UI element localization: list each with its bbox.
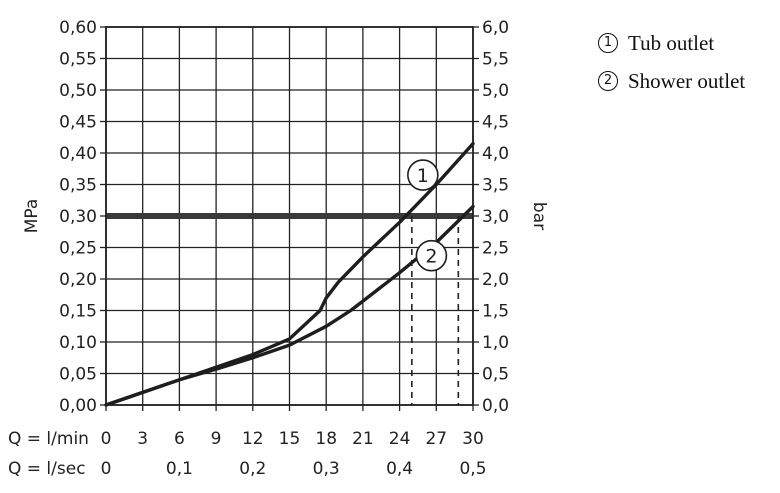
x-lmin-tick-label: 0: [101, 429, 112, 449]
x-axis-lsec-title: Q = l/sec: [8, 459, 86, 479]
legend-label: Shower outlet: [628, 68, 746, 93]
y-left-tick-label: 0,25: [59, 239, 97, 259]
x-lmin-tick-label: 6: [174, 429, 185, 449]
x-lsec-tick-label: 0: [101, 459, 112, 479]
tick-labels: 0,000,050,100,150,200,250,300,350,400,45…: [59, 18, 509, 479]
series-markers: 12: [407, 159, 448, 272]
legend-label: Tub outlet: [628, 30, 715, 55]
y-left-tick-label: 0,10: [59, 333, 97, 353]
series-marker-label: 1: [417, 165, 429, 187]
y-right-tick-label: 5,0: [482, 81, 509, 101]
y-right-tick-label: 5,5: [482, 50, 509, 70]
series-marker-label: 2: [425, 246, 437, 268]
y-right-tick-label: 0,5: [482, 365, 509, 385]
legend-item-tub-outlet: 1 Tub outlet: [598, 24, 745, 62]
x-lmin-tick-label: 21: [352, 429, 374, 449]
y-left-tick-label: 0,20: [59, 270, 97, 290]
marker-lines: [411, 216, 460, 405]
legend: 1 Tub outlet 2 Shower outlet: [598, 24, 745, 100]
y-left-tick-label: 0,40: [59, 144, 97, 164]
x-lsec-tick-label: 0,4: [386, 459, 413, 479]
x-axis-lmin-title: Q = l/min: [8, 429, 89, 449]
legend-marker: 2: [598, 71, 618, 91]
x-lsec-tick-label: 0,3: [313, 459, 340, 479]
series-line-2: [104, 204, 475, 407]
x-lmin-tick-label: 27: [425, 429, 447, 449]
y-right-tick-label: 2,0: [482, 270, 509, 290]
y-left-tick-label: 0,15: [59, 302, 97, 322]
x-lmin-tick-label: 12: [242, 429, 264, 449]
x-lmin-tick-label: 18: [315, 429, 337, 449]
x-lmin-tick-label: 15: [279, 429, 301, 449]
y-left-tick-label: 0,60: [59, 18, 97, 38]
legend-item-shower-outlet: 2 Shower outlet: [598, 62, 745, 100]
y-axis-left-title: MPa: [22, 199, 42, 234]
y-right-tick-label: 3,0: [482, 207, 509, 227]
y-left-tick-label: 0,50: [59, 81, 97, 101]
y-right-tick-label: 0,0: [482, 396, 509, 416]
y-left-tick-label: 0,00: [59, 396, 97, 416]
legend-marker: 1: [598, 33, 618, 53]
y-left-tick-label: 0,05: [59, 365, 97, 385]
y-right-tick-label: 1,5: [482, 302, 509, 322]
y-left-tick-label: 0,30: [59, 207, 97, 227]
y-right-tick-label: 4,5: [482, 113, 509, 133]
y-left-tick-label: 0,45: [59, 113, 97, 133]
y-axis-right-title: bar: [529, 202, 549, 230]
x-lmin-tick-label: 30: [462, 429, 484, 449]
x-lmin-tick-label: 9: [211, 429, 222, 449]
y-right-tick-label: 3,5: [482, 176, 509, 196]
y-left-tick-label: 0,35: [59, 176, 97, 196]
y-right-tick-label: 4,0: [482, 144, 509, 164]
x-lsec-tick-label: 0,1: [166, 459, 193, 479]
series-marker-circle: [415, 239, 448, 272]
y-left-tick-label: 0,55: [59, 50, 97, 70]
series-marker-circle: [407, 159, 439, 191]
y-right-tick-label: 6,0: [482, 18, 509, 38]
y-right-tick-label: 2,5: [482, 239, 509, 259]
x-lmin-tick-label: 3: [137, 429, 148, 449]
x-lsec-tick-label: 0,2: [239, 459, 266, 479]
y-right-tick-label: 1,0: [482, 333, 509, 353]
x-lmin-tick-label: 24: [389, 429, 411, 449]
x-lsec-tick-label: 0,5: [459, 459, 486, 479]
series-lines: [104, 141, 475, 407]
